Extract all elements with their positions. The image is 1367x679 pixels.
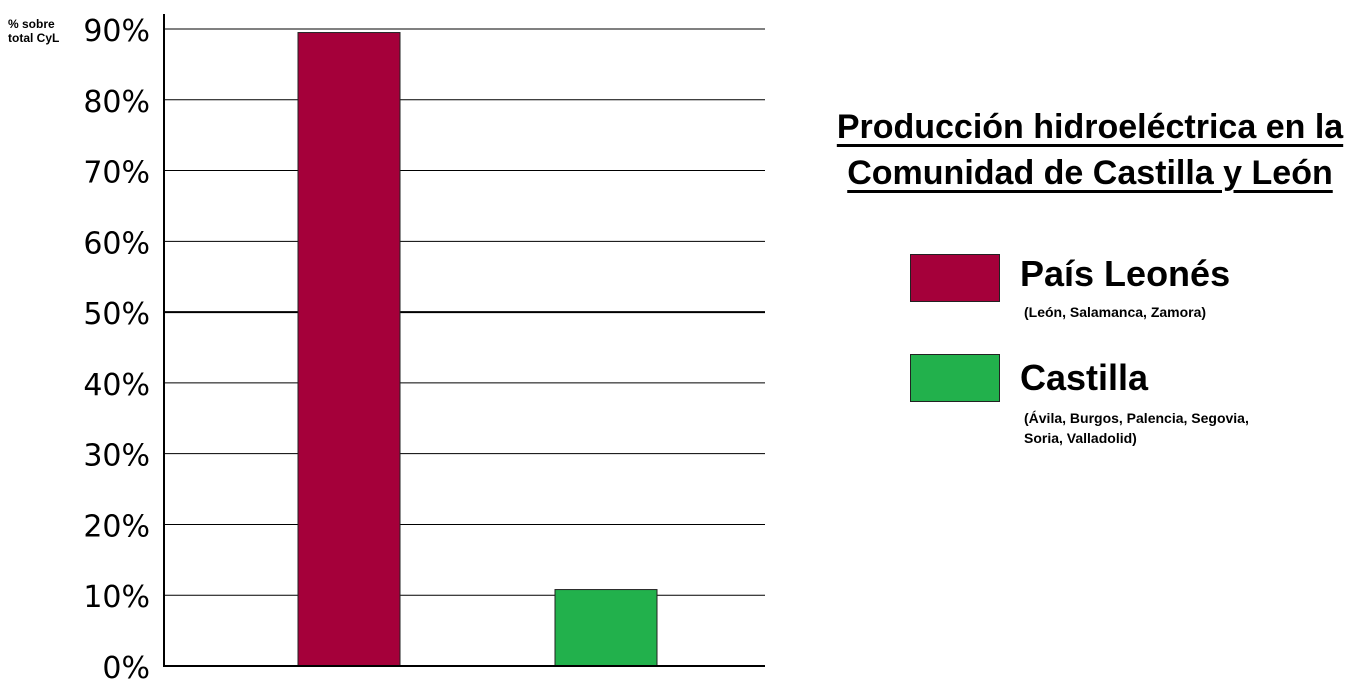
chart-title-line-1: Producción hidroeléctrica en la (836, 108, 1344, 146)
y-tick-label: 50% (83, 297, 150, 332)
y-tick-label: 70% (83, 156, 150, 191)
y-tick-label: 20% (83, 509, 150, 544)
y-tick-label: 30% (83, 439, 150, 474)
y-tick-label: 80% (83, 85, 150, 120)
y-axis-unit-line-2: total CyL (8, 31, 60, 45)
legend-label-pais-leones: País Leonés (1020, 253, 1231, 294)
legend-swatch-pais-leones (910, 254, 1000, 302)
y-tick-label: 40% (83, 368, 150, 403)
chart-title: Producción hidroeléctrica en la Comunida… (790, 104, 1367, 196)
legend-swatch-castilla (910, 354, 1000, 402)
y-tick-label: 60% (83, 226, 150, 261)
legend-detail-pais-leones: (León, Salamanca, Zamora) (1024, 304, 1207, 320)
bar-pa-s-leon-s (297, 32, 401, 667)
y-axis-unit-label: % sobre total CyL (8, 17, 70, 45)
y-tick-label: 90% (83, 14, 150, 49)
legend-label-castilla: Castilla (1020, 357, 1149, 398)
y-tick-label: 10% (83, 580, 150, 615)
chart-title-line-2: Comunidad de Castilla y León (847, 154, 1333, 192)
bar-castilla (554, 589, 658, 667)
y-axis-unit-line-1: % sobre (8, 17, 55, 31)
y-tick-label: 0% (102, 651, 150, 679)
legend-detail-castilla: (Ávila, Burgos, Palencia, Segovia, Soria… (1024, 410, 1249, 446)
